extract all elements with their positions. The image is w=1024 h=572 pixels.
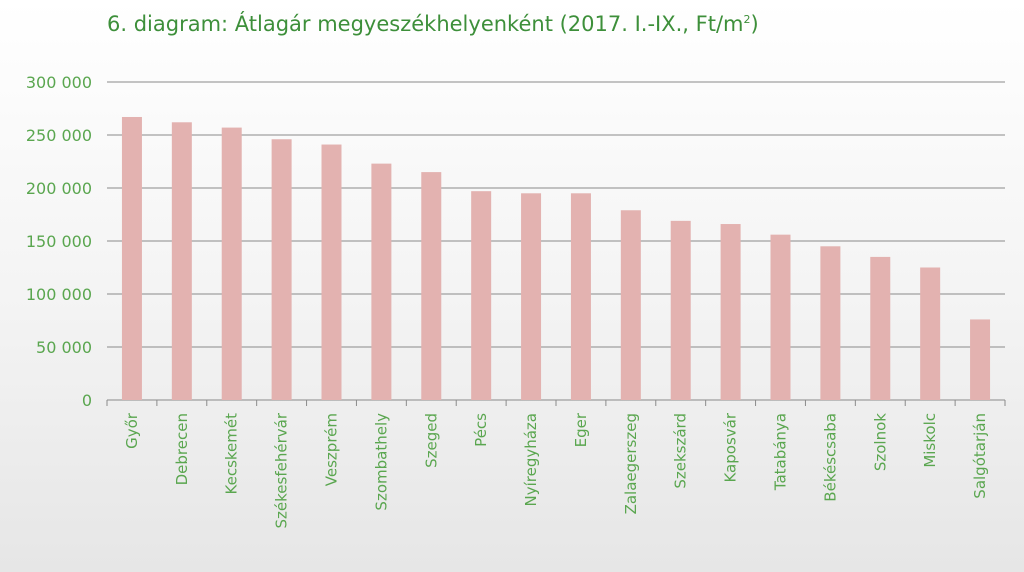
x-category-label: Zalaegerszeg [622, 413, 640, 514]
y-tick-label: 50 000 [36, 338, 92, 357]
bar [371, 163, 392, 400]
x-category-label: Pécs [472, 413, 490, 447]
bar [970, 319, 991, 400]
bar [221, 127, 242, 400]
bar [920, 267, 941, 400]
y-tick-label: 100 000 [26, 285, 92, 304]
bar [521, 193, 542, 400]
bar [321, 144, 342, 400]
x-category-label: Szombathely [372, 413, 390, 511]
y-tick-label: 200 000 [26, 179, 92, 198]
x-category-label: Salgótarján [971, 413, 989, 499]
bar [620, 210, 641, 400]
bar [121, 116, 142, 400]
bar [670, 220, 691, 400]
chart-title: 6. diagram: Átlagár megyeszékhelyenként … [107, 12, 759, 36]
x-category-label: Eger [572, 412, 590, 447]
bar [770, 234, 791, 400]
bar [271, 139, 292, 401]
chart-title-superscript: 2 [743, 13, 751, 26]
x-category-label: Miskolc [921, 413, 939, 468]
bar [471, 191, 492, 400]
x-category-label: Kecskemét [223, 413, 241, 495]
bar [171, 122, 192, 400]
bar [870, 256, 891, 400]
bar [570, 193, 591, 400]
x-category-label: Székesfehérvár [273, 412, 291, 528]
x-category-label: Debrecen [173, 413, 191, 485]
bar [421, 172, 442, 400]
x-category-label: Tatabánya [772, 413, 790, 491]
y-tick-label: 150 000 [26, 232, 92, 251]
x-category-label: Békéscsaba [821, 413, 839, 502]
x-category-label: Szekszárd [672, 413, 690, 489]
bar [720, 224, 741, 400]
y-tick-label: 0 [82, 391, 92, 410]
x-category-label: Győr [123, 412, 141, 449]
bar [820, 246, 841, 400]
chart-title-text: 6. diagram: Átlagár megyeszékhelyenként … [107, 12, 744, 36]
y-tick-label: 300 000 [26, 73, 92, 92]
chart-title-suffix: ) [750, 12, 759, 36]
x-category-label: Szolnok [871, 413, 889, 471]
x-category-label: Veszprém [323, 413, 341, 486]
x-category-label: Kaposvár [722, 412, 740, 482]
x-category-label: Nyíregyháza [522, 413, 540, 507]
x-category-label: Szeged [422, 413, 440, 468]
y-tick-label: 250 000 [26, 126, 92, 145]
